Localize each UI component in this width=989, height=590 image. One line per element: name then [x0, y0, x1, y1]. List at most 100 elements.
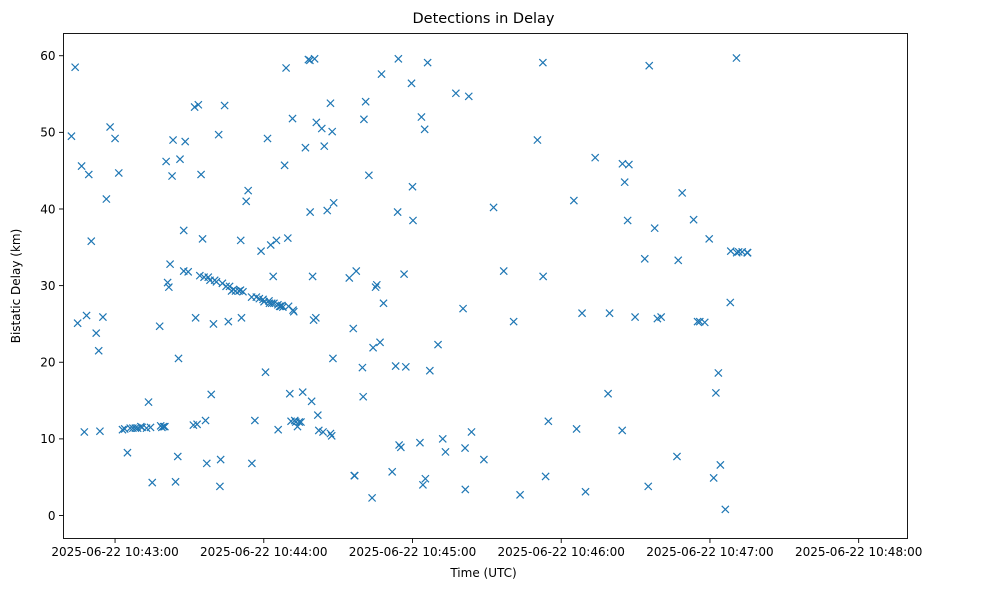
data-point — [267, 299, 276, 308]
data-point — [216, 455, 225, 464]
data-point — [289, 307, 298, 316]
data-point — [674, 256, 683, 265]
data-point — [489, 203, 498, 212]
data-point — [160, 422, 169, 431]
x-marker — [400, 270, 409, 279]
data-point — [533, 135, 542, 145]
x-marker — [631, 313, 640, 322]
x-marker — [499, 267, 508, 276]
x-marker — [361, 97, 370, 106]
x-marker — [541, 472, 550, 481]
data-point — [650, 224, 659, 233]
x-marker — [193, 420, 202, 429]
x-marker — [280, 161, 289, 170]
x-marker — [489, 203, 498, 212]
x-marker — [417, 113, 426, 122]
data-point — [202, 459, 211, 468]
data-point — [623, 216, 632, 225]
data-point — [640, 254, 649, 263]
x-marker — [572, 424, 581, 433]
x-marker — [372, 280, 381, 289]
data-point — [441, 447, 450, 456]
data-point — [618, 159, 627, 168]
data-point — [388, 467, 397, 476]
data-point — [220, 101, 229, 110]
data-point — [274, 425, 283, 434]
x-marker — [166, 260, 175, 269]
data-point — [734, 247, 743, 256]
x-marker — [195, 271, 204, 280]
data-point — [305, 56, 314, 65]
x-marker — [591, 153, 600, 162]
data-point — [401, 362, 410, 371]
x-marker — [441, 447, 450, 456]
data-point — [539, 272, 548, 281]
x-marker — [222, 282, 231, 291]
x-marker — [288, 114, 297, 123]
x-marker — [716, 460, 725, 469]
data-point — [259, 295, 268, 304]
y-tick-label: 10 — [40, 432, 55, 446]
x-marker — [581, 487, 590, 496]
data-point — [572, 424, 581, 433]
x-marker — [376, 338, 385, 347]
data-point — [84, 170, 93, 179]
x-marker — [146, 423, 155, 432]
x-axis-label: Time (UTC) — [449, 566, 516, 580]
x-marker — [282, 63, 291, 73]
x-marker — [323, 206, 332, 215]
x-marker — [159, 422, 168, 431]
x-marker — [191, 313, 200, 322]
data-point — [709, 473, 718, 482]
data-point — [569, 196, 578, 205]
x-marker — [168, 172, 177, 181]
x-marker — [94, 346, 103, 355]
data-point — [644, 482, 653, 491]
x-marker — [289, 307, 298, 316]
x-marker — [604, 389, 613, 398]
x-marker — [202, 459, 211, 468]
data-point — [459, 304, 468, 313]
data-point — [201, 416, 210, 425]
data-point — [743, 248, 752, 257]
x-marker — [266, 240, 275, 250]
data-point — [212, 277, 221, 286]
x-marker — [274, 425, 283, 434]
x-marker — [306, 208, 315, 217]
x-marker — [388, 467, 397, 476]
x-marker — [114, 168, 123, 177]
data-point — [73, 319, 82, 328]
x-marker — [73, 319, 82, 328]
x-marker — [721, 505, 730, 514]
data-point — [311, 313, 320, 322]
data-point — [285, 389, 294, 398]
x-marker — [179, 226, 188, 235]
data-point — [144, 398, 153, 407]
data-point — [247, 459, 256, 468]
x-marker — [84, 170, 93, 179]
data-point — [310, 54, 319, 63]
x-marker — [714, 368, 723, 378]
data-point — [225, 282, 234, 291]
y-tick-label: 20 — [40, 356, 55, 370]
x-marker — [244, 186, 253, 195]
x-marker — [379, 299, 388, 308]
data-point — [421, 474, 430, 483]
data-point — [544, 417, 553, 426]
data-point — [307, 397, 316, 406]
data-point — [293, 422, 302, 431]
x-marker — [371, 283, 380, 292]
data-point — [207, 390, 216, 399]
x-marker — [743, 248, 752, 257]
x-marker — [102, 194, 111, 204]
x-marker — [242, 197, 251, 206]
data-point — [509, 317, 518, 326]
x-marker — [225, 282, 234, 291]
data-point — [168, 172, 177, 181]
x-marker — [401, 362, 410, 371]
data-point — [92, 329, 101, 338]
y-tick-label: 50 — [40, 126, 55, 140]
x-marker — [326, 99, 335, 108]
x-marker — [257, 247, 266, 256]
x-marker — [516, 490, 525, 499]
